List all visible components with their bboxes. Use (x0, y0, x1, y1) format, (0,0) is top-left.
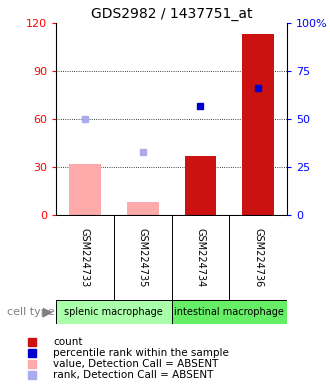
Bar (172, 300, 287, 324)
Bar (69, 164, 101, 215)
Bar (184, 156, 216, 215)
Text: GSM224733: GSM224733 (80, 228, 90, 287)
Text: GSM224736: GSM224736 (253, 228, 263, 287)
Text: intestinal macrophage: intestinal macrophage (175, 307, 284, 317)
Text: rank, Detection Call = ABSENT: rank, Detection Call = ABSENT (53, 370, 213, 380)
Text: percentile rank within the sample: percentile rank within the sample (53, 348, 229, 358)
Text: GSM224734: GSM224734 (195, 228, 206, 287)
Bar (56, 300, 172, 324)
Text: splenic macrophage: splenic macrophage (64, 307, 163, 317)
Title: GDS2982 / 1437751_at: GDS2982 / 1437751_at (91, 7, 252, 21)
Text: cell type: cell type (7, 307, 54, 317)
Text: GSM224735: GSM224735 (138, 228, 148, 287)
Text: ▶: ▶ (43, 306, 52, 318)
Text: value, Detection Call = ABSENT: value, Detection Call = ABSENT (53, 359, 218, 369)
Bar (127, 202, 159, 215)
Bar (242, 34, 274, 215)
Text: count: count (53, 336, 82, 346)
